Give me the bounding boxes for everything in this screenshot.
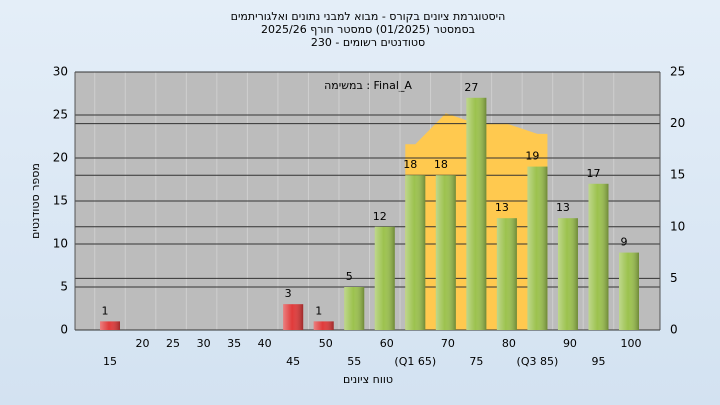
bar-shade	[435, 175, 456, 330]
x-tick-label: 50	[319, 337, 333, 350]
bar-shade	[344, 287, 365, 330]
bar-shade	[466, 97, 487, 330]
y-tick-label: 10	[53, 237, 68, 251]
data-label: 19	[525, 150, 539, 163]
y2-tick-label: 5	[670, 271, 678, 285]
x-tick-label: (Q3 85)	[517, 355, 559, 368]
y-tick-label: 30	[53, 65, 68, 79]
data-label: 13	[495, 201, 509, 214]
y2-tick-label: 25	[670, 65, 685, 79]
bar-shade	[374, 226, 395, 330]
bar-shade	[527, 166, 548, 330]
x-tick-label: 100	[621, 337, 642, 350]
data-label: 3	[285, 287, 292, 300]
chart-title: היסטוגרמת ציונים בקורס - מבוא למבני נתונ…	[231, 10, 506, 23]
x-tick-label: 60	[380, 337, 394, 350]
data-label: 12	[373, 210, 387, 223]
data-label: 27	[464, 81, 478, 94]
y-tick-label: 5	[60, 280, 68, 294]
x-tick-label: 40	[258, 337, 272, 350]
x-tick-label: 15	[103, 355, 117, 368]
y-tick-label: 20	[53, 151, 68, 165]
x-axis-label: טווח ציונים	[343, 373, 393, 386]
chart-title: בסמסטר (01/2025) סמסטר חורף 2025/26	[261, 23, 475, 36]
bar-shade	[496, 218, 517, 330]
y-axis-label: מספר סטודנטים	[29, 163, 42, 239]
annotation: במשימה : Final_A	[324, 79, 412, 92]
bar-shade	[557, 218, 578, 330]
x-tick-label: 80	[502, 337, 516, 350]
data-label: 9	[621, 236, 628, 249]
bar-shade	[588, 183, 609, 330]
x-tick-label: 20	[136, 337, 150, 350]
bar-shade	[283, 304, 304, 330]
bar-shade	[313, 321, 334, 330]
x-tick-label: 90	[563, 337, 577, 350]
x-tick-label: 70	[441, 337, 455, 350]
data-label: 18	[434, 158, 448, 171]
bar-shade	[100, 321, 120, 330]
x-tick-label: 45	[286, 355, 300, 368]
y-tick-label: 15	[53, 194, 68, 208]
x-tick-label: 95	[591, 355, 605, 368]
x-tick-label: 30	[197, 337, 211, 350]
data-label: 17	[586, 167, 600, 180]
data-label: 1	[315, 304, 322, 317]
x-tick-label: 35	[227, 337, 241, 350]
chart-title: 230 - סטודנטים רשומים	[311, 36, 425, 49]
y-tick-label: 25	[53, 108, 68, 122]
bar-shade	[619, 252, 640, 330]
x-tick-label: 55	[347, 355, 361, 368]
y2-tick-label: 15	[670, 168, 685, 182]
bar-shade	[405, 175, 426, 330]
x-tick-label: (Q1 65)	[394, 355, 436, 368]
y-tick-label: 0	[60, 323, 68, 337]
data-label: 5	[346, 270, 353, 283]
data-label: 18	[403, 158, 417, 171]
data-label: 13	[556, 201, 570, 214]
data-label: 1	[102, 304, 109, 317]
x-tick-label: 75	[469, 355, 483, 368]
y2-tick-label: 0	[670, 323, 678, 337]
y2-tick-label: 10	[670, 219, 685, 233]
x-tick-label: 25	[166, 337, 180, 350]
y2-tick-label: 20	[670, 116, 685, 130]
